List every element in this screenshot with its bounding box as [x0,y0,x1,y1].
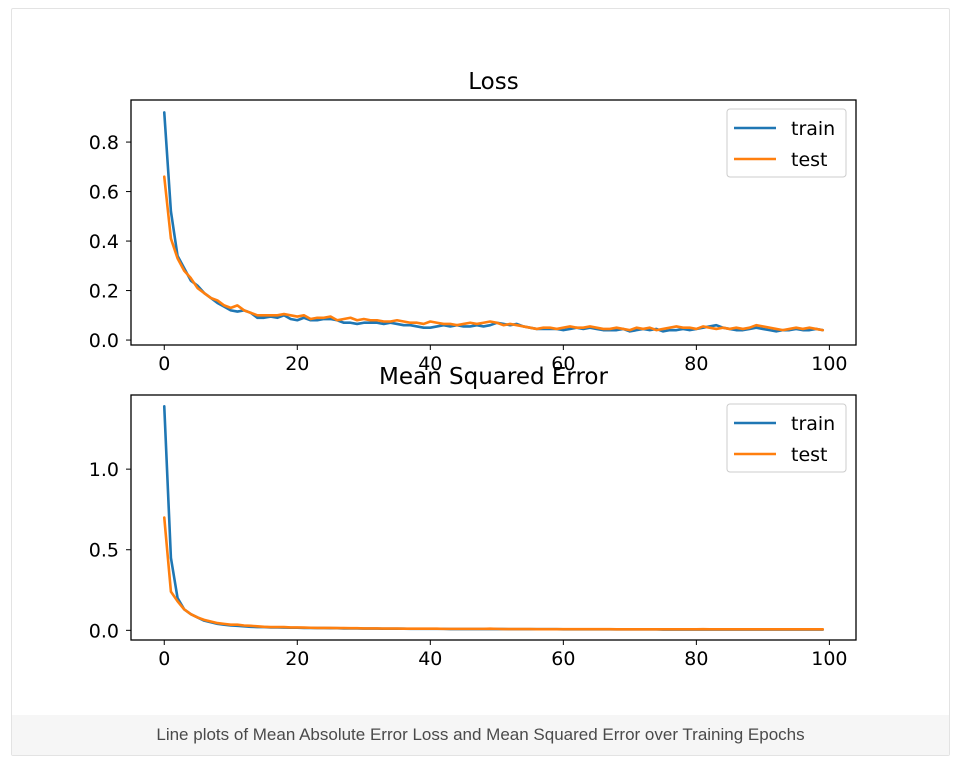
x-tick-label: 100 [811,353,847,375]
x-tick-label: 0 [158,648,170,670]
chart-0: 0 20 40 60 80 100 0.0 0.2 0.4 0.6 0.8 Loss train test [89,69,857,375]
x-tick-label: 100 [811,648,847,670]
legend-label: train [791,413,835,435]
legend-label: test [791,149,828,171]
x-tick-label: 0 [158,353,170,375]
figure-caption: Line plots of Mean Absolute Error Loss a… [12,715,949,755]
y-tick-label: 0.2 [89,281,119,303]
legend-label: test [791,444,828,466]
x-tick-label: 60 [551,648,575,670]
series-line-train [162,404,825,631]
x-tick-label: 20 [285,648,309,670]
x-tick-label: 80 [684,648,708,670]
chart-title: Loss [468,69,518,95]
y-tick-label: 0.4 [89,231,119,253]
chart-title: Mean Squared Error [379,364,608,390]
chart-1: 0 20 40 60 80 100 0.0 0.5 1.0 Mean Squared Error t… [89,364,857,670]
y-tick-label: 0.0 [89,330,119,352]
legend-label: train [791,118,835,140]
y-tick-label: 0.5 [89,540,119,562]
plot-area: 0 20 40 60 80 100 0.0 0.2 0.4 0.6 0.8 Loss train test… [12,9,951,717]
caption-text: Line plots of Mean Absolute Error Loss a… [156,725,805,744]
axes-frame [130,394,857,641]
y-tick-label: 0.0 [89,620,119,642]
legend: train test [726,108,847,178]
x-tick-label: 60 [551,353,575,375]
x-tick-label: 40 [418,353,442,375]
series-line-test [162,516,825,631]
x-tick-label: 20 [285,353,309,375]
axes-frame [130,99,857,346]
y-tick-label: 0.8 [89,132,119,154]
legend: train test [726,403,847,473]
figure-card: 0 20 40 60 80 100 0.0 0.2 0.4 0.6 0.8 Loss train test… [11,8,950,756]
x-tick-label: 80 [684,353,708,375]
series-line-test [162,175,825,332]
series-line-train [162,111,825,333]
x-tick-label: 40 [418,648,442,670]
charts-svg: 0 20 40 60 80 100 0.0 0.2 0.4 0.6 0.8 Loss train test… [89,69,857,670]
y-tick-label: 0.6 [89,182,119,204]
y-tick-label: 1.0 [89,459,119,481]
